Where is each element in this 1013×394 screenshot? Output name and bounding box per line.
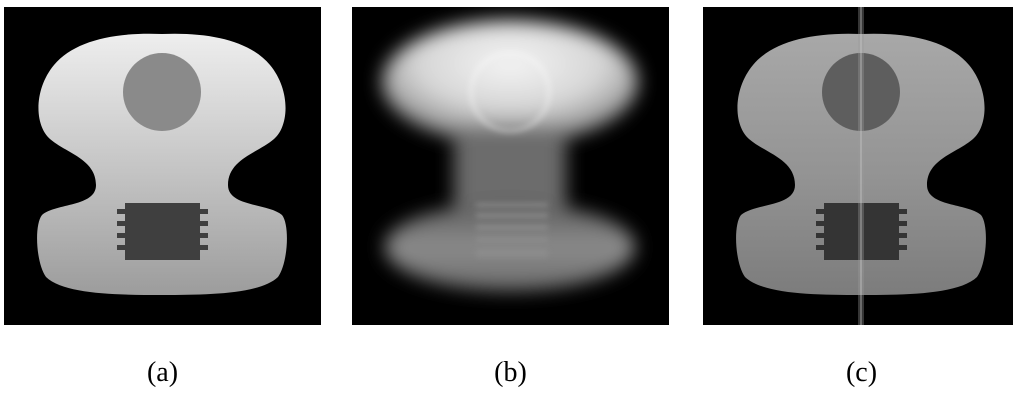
phantom-image-b: [352, 7, 669, 325]
phantom-disk-ghost: [469, 51, 551, 133]
phantom-image-c: [703, 7, 1013, 325]
artifact-streak: [858, 7, 864, 325]
phantom-image-a: [4, 7, 321, 325]
phantom-body-blurred: [382, 20, 638, 291]
phantom-chip: [117, 203, 208, 260]
caption-c: (c): [845, 357, 878, 388]
caption-a: (a): [146, 357, 179, 388]
phantom-disk: [123, 53, 201, 131]
phantom-chip-ghost: [476, 203, 548, 257]
caption-b: (b): [494, 357, 527, 388]
phantom-disk: [822, 53, 900, 131]
phantom-chip: [816, 203, 907, 260]
